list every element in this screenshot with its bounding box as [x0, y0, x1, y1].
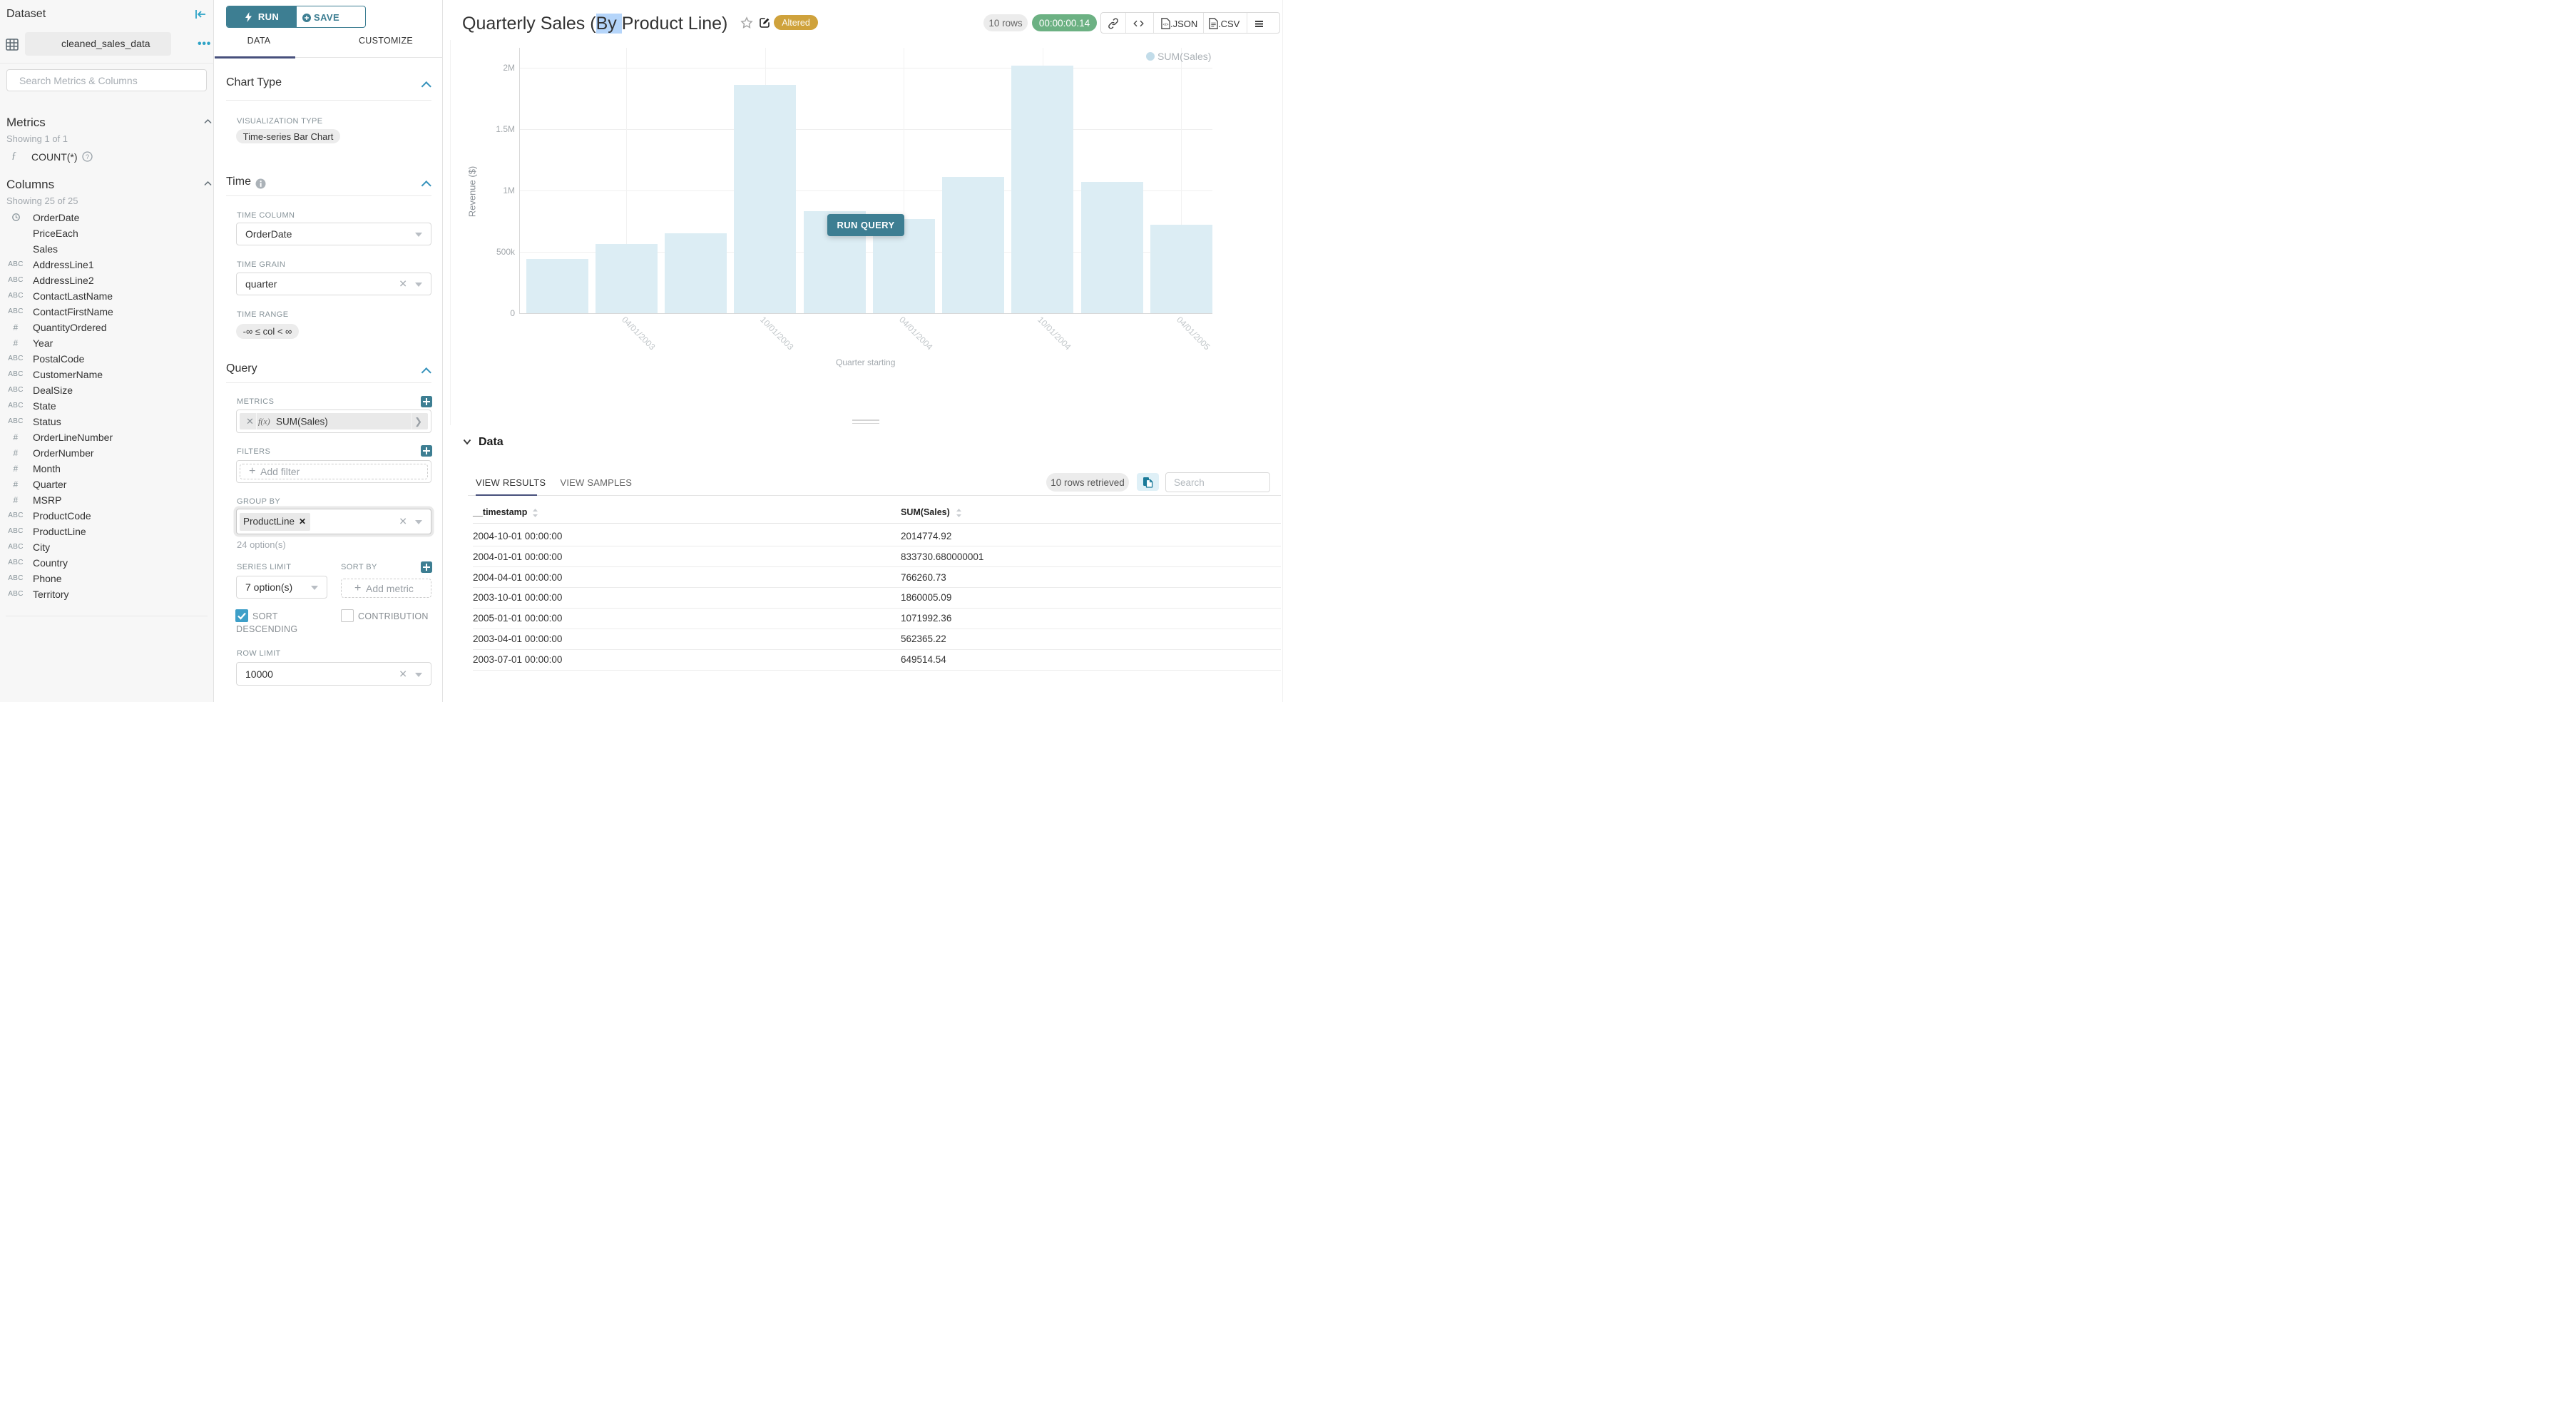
- svg-text:?: ?: [86, 153, 89, 161]
- svg-text:</>: </>: [1162, 23, 1168, 27]
